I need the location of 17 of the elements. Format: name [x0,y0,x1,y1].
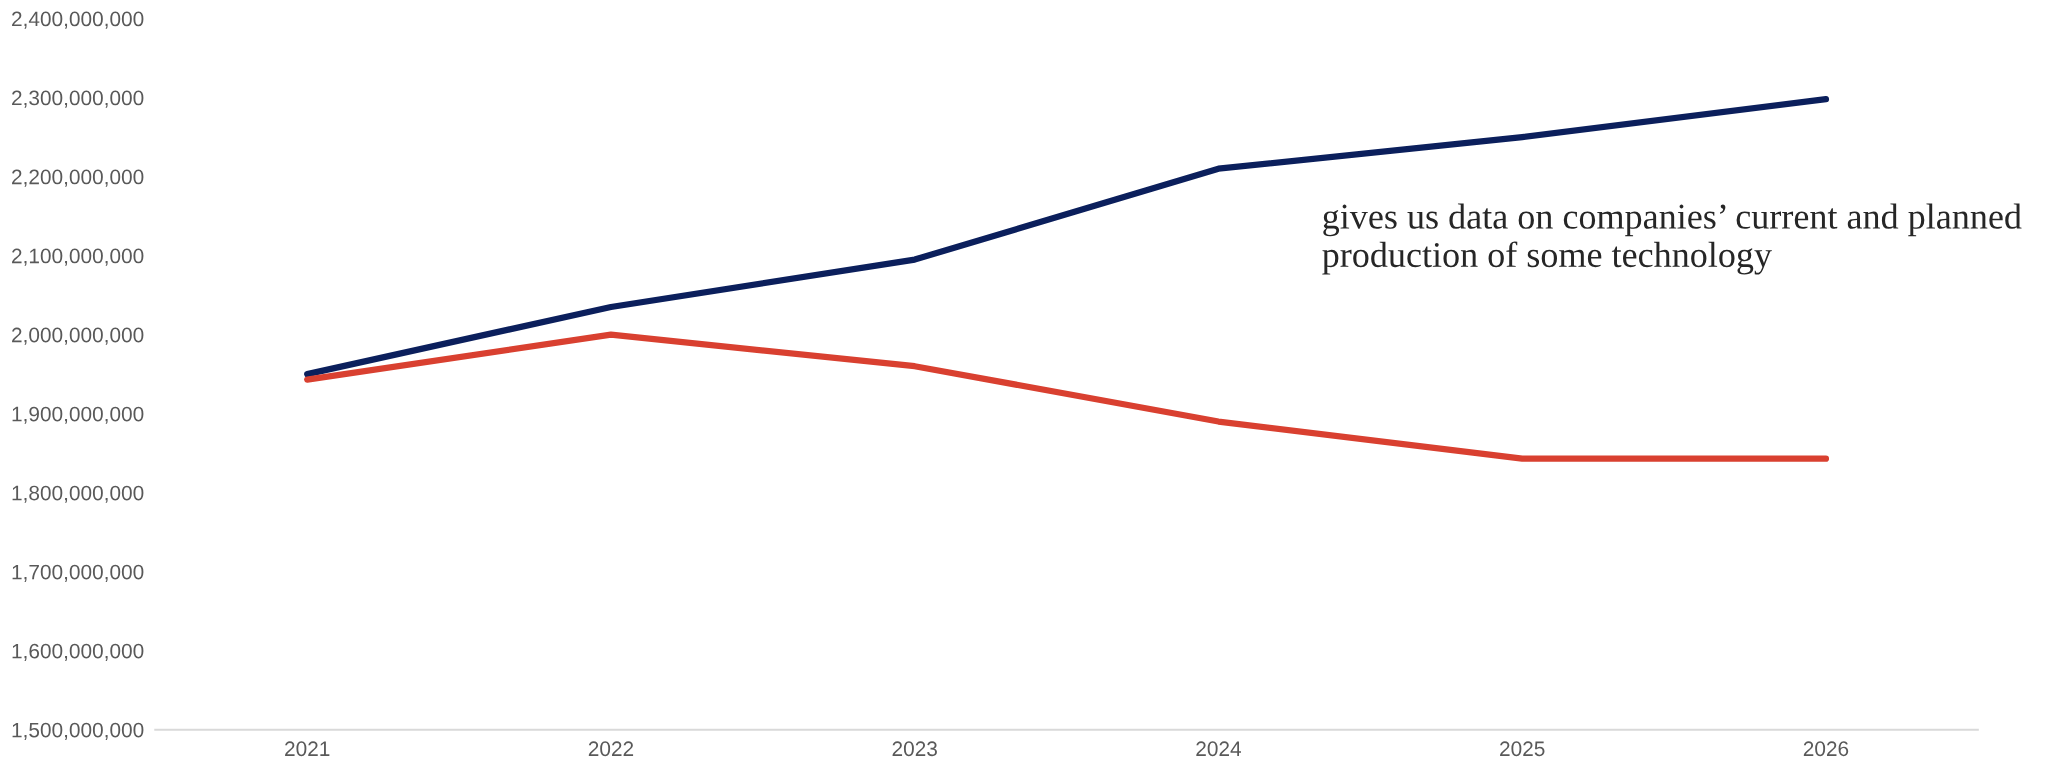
x-tick-label: 2025 [1500,741,1545,757]
y-tick-label: 2,300,000,000 [12,90,144,108]
y-tick-label: 1,700,000,000 [12,564,144,582]
y-tick-label: 2,000,000,000 [12,327,144,345]
y-tick-label: 1,800,000,000 [12,485,144,503]
y-tick-label: 1,500,000,000 [12,722,144,740]
x-tick-label: 2022 [588,741,634,757]
y-tick-label: 2,100,000,000 [12,248,144,266]
annotation: gives us data on companies’ current and planned production of some technology [1322,203,2022,275]
x-tick-label: 2024 [1196,741,1241,757]
x-tick-label: 2023 [892,741,937,757]
y-tick-label: 1,600,000,000 [12,643,144,661]
y-tick-label: 2,400,000,000 [12,11,144,29]
y-tick-label: 1,900,000,000 [12,406,144,424]
y-tick-label: 2,200,000,000 [12,169,144,187]
x-tick-label: 2021 [285,741,330,757]
x-tick-label: 2026 [1803,741,1849,757]
